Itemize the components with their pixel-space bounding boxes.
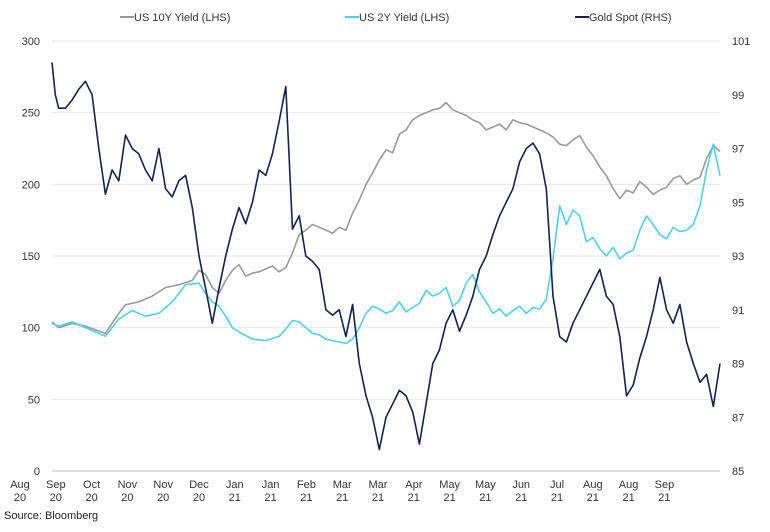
left-tick-label: 50 [28,394,40,406]
right-tick-label: 87 [732,412,744,424]
x-tick-year: 20 [193,492,205,504]
right-tick-label: 97 [732,144,744,156]
x-tick-year: 21 [622,492,634,504]
x-tick-month: Jun [512,479,530,491]
left-tick-label: 150 [22,251,40,263]
x-tick-year: 20 [50,492,62,504]
x-tick-year: 21 [300,492,312,504]
left-tick-label: 250 [22,108,40,120]
x-tick-month: May [475,479,496,491]
gridlines [52,40,720,472]
x-tick-year: 20 [14,492,26,504]
x-tick-year: 21 [408,492,420,504]
x-tick-month: Dec [189,479,209,491]
x-tick-month: Feb [297,479,316,491]
x-tick-year: 20 [121,492,133,504]
x-tick-month: May [439,479,460,491]
right-tick-label: 85 [732,466,744,478]
x-tick-month: Apr [405,479,422,491]
x-tick-year: 21 [515,492,527,504]
right-tick-label: 101 [732,36,750,48]
x-tick-month: Aug [583,479,603,491]
right-tick-label: 89 [732,359,744,371]
x-tick-month: Mar [333,479,352,491]
x-tick-month: Jan [262,479,280,491]
x-tick-month: Aug [619,479,639,491]
source-note: Source: Bloomberg [4,510,98,522]
x-tick-year: 20 [157,492,169,504]
left-tick-label: 300 [22,36,40,48]
right-tick-label: 99 [732,90,744,102]
right-tick-label: 95 [732,197,744,209]
x-tick-year: 21 [443,492,455,504]
x-tick-year: 21 [229,492,241,504]
legend-gold: Gold Spot (RHS) [589,12,672,24]
x-tick-year: 21 [264,492,276,504]
x-axis-ticks: Aug20Sep20Oct20Nov20Nov20Dec20Jan21Jan21… [10,479,674,504]
legend: US 10Y Yield (LHS) US 2Y Yield (LHS) Gol… [120,12,672,24]
x-tick-month: Sep [46,479,66,491]
x-tick-month: Sep [655,479,675,491]
x-tick-year: 21 [479,492,491,504]
x-tick-year: 20 [85,492,97,504]
x-tick-year: 21 [587,492,599,504]
x-tick-year: 21 [336,492,348,504]
x-tick-month: Nov [153,479,173,491]
right-tick-label: 91 [732,305,744,317]
x-tick-month: Jul [550,479,564,491]
left-tick-label: 200 [22,179,40,191]
x-tick-month: Mar [369,479,388,491]
series-line-us-2y [51,143,721,345]
left-tick-label: 0 [34,466,40,478]
left-axis-ticks: 0 50 100 150 200 250 300 [22,36,40,478]
x-tick-month: Jan [226,479,244,491]
x-tick-year: 21 [372,492,384,504]
x-tick-month: Aug [10,479,30,491]
series-line-gold-spot [51,62,721,451]
legend-us2y: US 2Y Yield (LHS) [359,12,449,24]
right-tick-label: 93 [732,251,744,263]
x-tick-year: 21 [658,492,670,504]
right-axis-ticks: 85 87 89 91 93 95 97 99 101 [732,36,750,478]
legend-us10y: US 10Y Yield (LHS) [134,12,230,24]
left-tick-label: 100 [22,323,40,335]
x-tick-month: Oct [83,479,100,491]
series-line-us-10y [51,101,721,335]
series-lines [51,62,721,451]
x-tick-month: Nov [118,479,138,491]
x-tick-year: 21 [551,492,563,504]
